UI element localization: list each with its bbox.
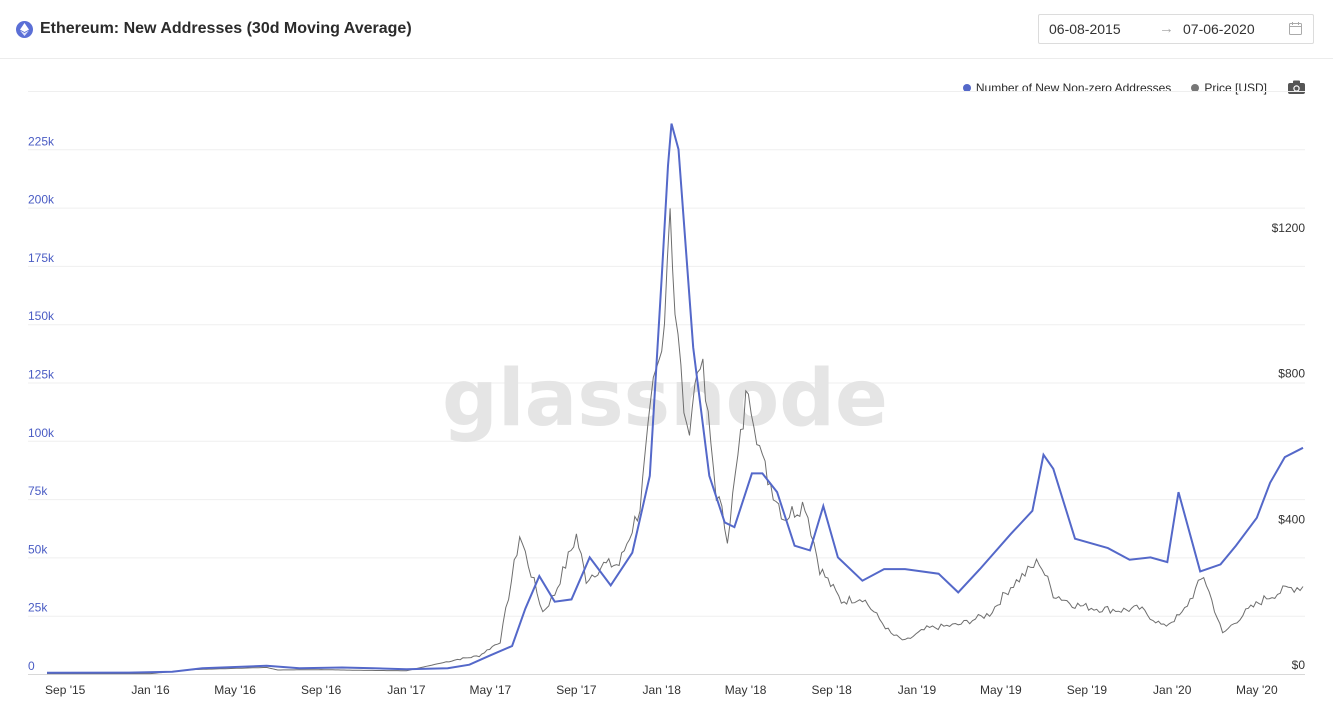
page-title: Ethereum: New Addresses (30d Moving Aver… [40,20,412,37]
y-right-tick-label: $800 [1278,367,1305,381]
y-left-tick-label: 50k [28,542,48,556]
x-tick-label: May '19 [980,683,1022,697]
x-tick-label: May '20 [1236,683,1278,697]
y-left-tick-label: 75k [28,484,48,498]
y-right-tick-label: $1200 [1272,221,1306,235]
y-right-tick-label: $400 [1278,512,1305,526]
x-tick-label: Jan '18 [643,683,682,697]
calendar-icon[interactable] [1289,22,1302,35]
x-tick-label: May '18 [725,683,767,697]
y-left-tick-label: 200k [28,193,55,207]
y-left-tick-label: 150k [28,309,55,323]
x-tick-label: Sep '15 [45,683,86,697]
y-left-tick-label: 25k [28,601,48,615]
x-tick-label: May '16 [214,683,256,697]
legend-dot-price [1191,84,1200,92]
chart-header: Ethereum: New Addresses (30d Moving Aver… [0,0,1333,59]
y-left-tick-label: 100k [28,426,55,440]
end-date-input[interactable] [1183,21,1278,37]
x-tick-label: Sep '19 [1067,683,1108,697]
x-tick-label: Jan '16 [131,683,170,697]
x-tick-label: Jan '19 [898,683,937,697]
y-left-tick-label: 225k [28,134,55,148]
y-left-tick-label: 175k [28,251,55,265]
x-axis: Sep '15 Jan '16 May '16 Sep '16 Jan '17 May '… [28,674,1305,697]
arrow-right-icon: → [1159,20,1174,37]
x-tick-label: Sep '18 [811,683,852,697]
y-right-tick-label: $0 [1292,658,1306,672]
price-series-line [47,208,1304,675]
y-axis-right: $0 $400 $800 $1200 [1272,221,1306,672]
x-tick-label: Sep '17 [556,683,597,697]
date-range-picker[interactable]: → [1038,14,1314,44]
ethereum-icon [16,21,33,38]
x-tick-label: Jan '20 [1153,683,1192,697]
y-left-tick-label: 0 [28,659,35,673]
legend-dot-addresses [962,84,971,92]
y-axis-left: 0 25k 50k 75k 100k 125k 150k 175k 200k 225k [28,134,55,673]
x-tick-label: Sep '16 [301,683,342,697]
y-left-tick-label: 125k [28,368,55,382]
watermark: glassnode [442,354,888,444]
x-tick-label: May '17 [470,683,512,697]
x-tick-label: Jan '17 [387,683,426,697]
addresses-series-line [46,123,1304,674]
start-date-input[interactable] [1049,21,1144,37]
